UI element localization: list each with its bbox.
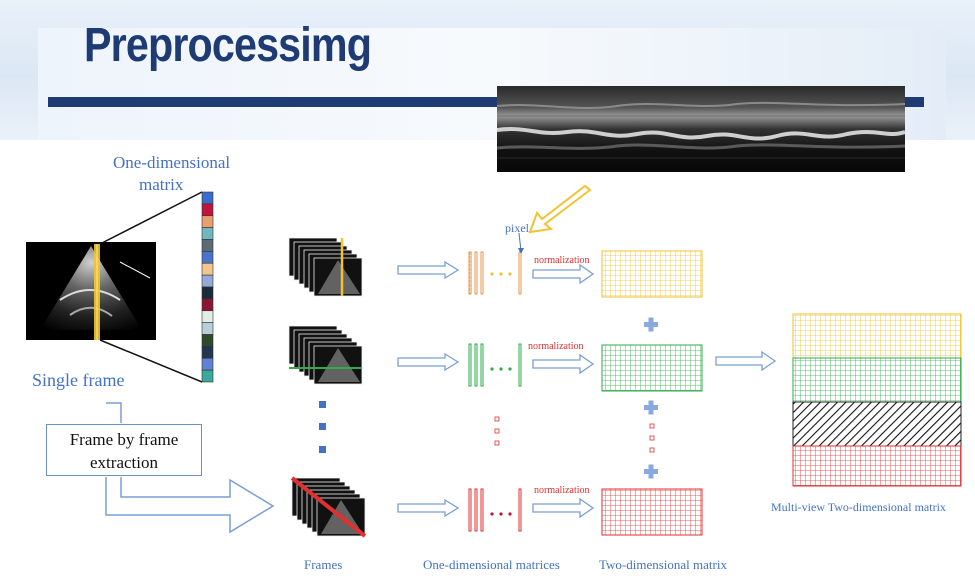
frame-stack-red bbox=[290, 476, 367, 538]
m-mode-image bbox=[497, 86, 905, 172]
pixel-cell bbox=[201, 227, 214, 240]
one-dim-matrix-label: One-dimensional matrix bbox=[113, 152, 230, 196]
pixel-cell bbox=[201, 322, 214, 335]
two-dim-ellipsis bbox=[649, 423, 655, 453]
plus-icon bbox=[644, 317, 658, 332]
arrow-to-multi-view bbox=[715, 350, 777, 372]
frame-extraction-line2: extraction bbox=[90, 453, 158, 472]
pixel-cell bbox=[201, 357, 214, 371]
one-dim-matrices-label: One-dimensional matrices bbox=[423, 557, 560, 572]
plus-icon bbox=[644, 464, 658, 479]
single-frame-image bbox=[26, 242, 156, 340]
two-dim-matrix-green bbox=[601, 344, 703, 392]
one-dim-matrix-label-line2: matrix bbox=[139, 175, 184, 194]
frame-stack-yellow bbox=[288, 237, 363, 297]
one-dim-matrices-red bbox=[468, 488, 522, 532]
pixel-cell bbox=[201, 215, 214, 228]
two-dim-matrix-red bbox=[601, 488, 703, 536]
extraction-arrow bbox=[105, 402, 275, 534]
yellow-pointer-arrow bbox=[528, 184, 592, 234]
pixel-cell bbox=[201, 369, 214, 383]
page-title: Preprocessimg bbox=[84, 19, 372, 72]
multi-view-label: Multi-view Two-dimensional matrix bbox=[771, 500, 946, 514]
one-dim-ellipsis bbox=[494, 416, 500, 446]
pixel-cell bbox=[201, 274, 214, 288]
two-dim-matrix-yellow bbox=[601, 250, 703, 298]
multi-view-matrix bbox=[792, 313, 962, 487]
frame-extraction-line1: Frame by frame bbox=[69, 430, 179, 449]
pixel-cell bbox=[201, 346, 214, 359]
pixel-cell bbox=[201, 286, 214, 300]
pixel-label: pixel bbox=[505, 221, 529, 235]
normalization-label-2: normalization bbox=[528, 341, 584, 352]
pixel-strip bbox=[201, 191, 214, 383]
normalization-label-3: normalization bbox=[534, 485, 590, 496]
pixel-cell bbox=[201, 334, 214, 347]
single-frame-label: Single frame bbox=[32, 370, 125, 390]
pixel-cell bbox=[201, 239, 214, 252]
one-dim-matrices-green bbox=[468, 343, 522, 387]
frames-label: Frames bbox=[304, 557, 343, 572]
one-dim-matrices-yellow bbox=[468, 251, 522, 295]
pixel-cell bbox=[201, 203, 214, 217]
plus-icon bbox=[644, 400, 658, 415]
pixel-cell bbox=[201, 310, 214, 323]
pixel-cell bbox=[201, 298, 214, 312]
normalization-label-1: normalization bbox=[534, 255, 590, 266]
pixel-cell bbox=[201, 262, 214, 276]
arrows-frames-to-1d bbox=[397, 260, 460, 518]
one-dim-matrix-label-line1: One-dimensional bbox=[113, 153, 231, 172]
pixel-cell bbox=[201, 251, 214, 264]
normalization-arrows bbox=[532, 263, 595, 519]
frame-stack-ellipsis bbox=[319, 401, 326, 453]
two-dim-matrix-label: Two-dimensional matrix bbox=[599, 557, 727, 572]
title-rule bbox=[48, 97, 924, 107]
frame-extraction-box: Frame by frame extraction bbox=[46, 424, 202, 476]
frame-stack-green bbox=[288, 325, 363, 385]
